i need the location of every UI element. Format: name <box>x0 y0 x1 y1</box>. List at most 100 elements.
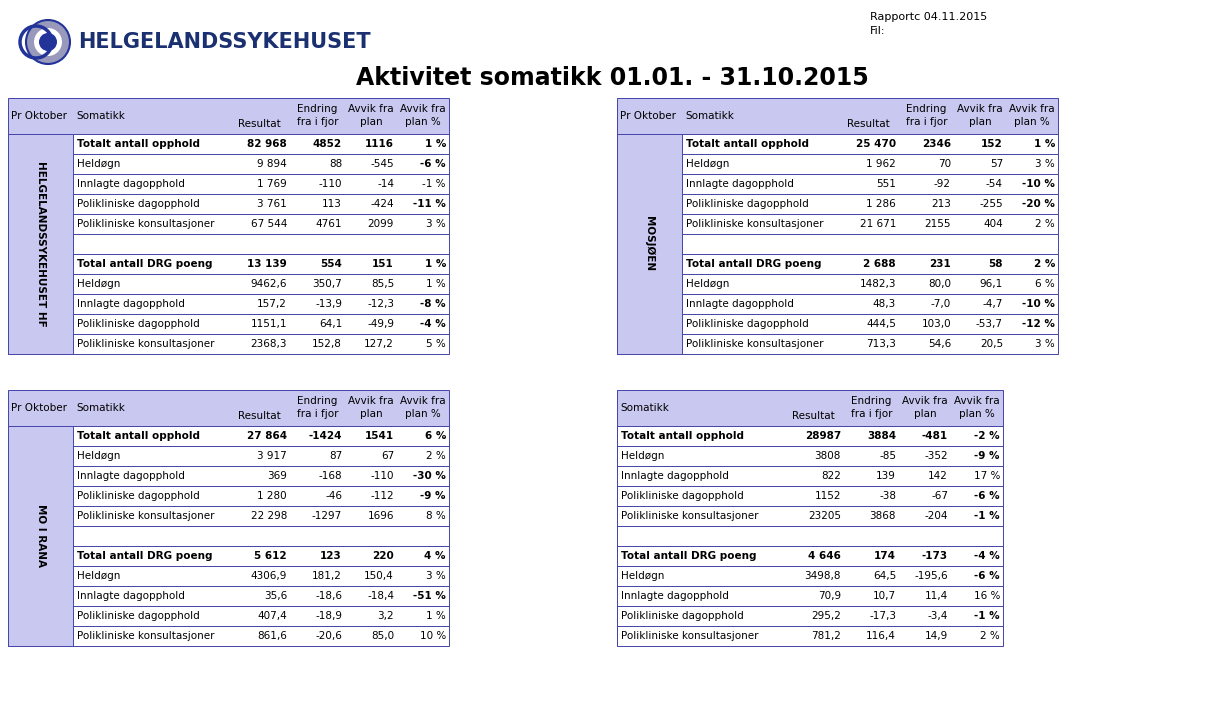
Text: Heldøgn: Heldøgn <box>621 571 665 581</box>
Text: -545: -545 <box>371 159 394 169</box>
Text: plan %: plan % <box>405 409 441 419</box>
Bar <box>617 566 1002 586</box>
Text: -20 %: -20 % <box>1022 199 1055 209</box>
Text: 554: 554 <box>321 259 341 269</box>
Text: -85: -85 <box>879 451 896 461</box>
Text: 103,0: 103,0 <box>922 319 951 329</box>
Text: 3498,8: 3498,8 <box>804 571 841 581</box>
Text: Somatikk: Somatikk <box>621 403 668 413</box>
Text: -424: -424 <box>371 199 394 209</box>
Bar <box>9 546 449 566</box>
Text: Polikliniske konsultasjoner: Polikliniske konsultasjoner <box>621 511 759 521</box>
Text: Innlagte dagopphold: Innlagte dagopphold <box>77 471 185 481</box>
Bar <box>617 234 1058 254</box>
Text: Avvik fra: Avvik fra <box>400 396 446 406</box>
Bar <box>9 214 449 234</box>
Text: 444,5: 444,5 <box>867 319 896 329</box>
Text: 2368,3: 2368,3 <box>251 339 286 349</box>
Text: -7,0: -7,0 <box>930 299 951 309</box>
Text: -1 %: -1 % <box>974 511 1000 521</box>
Text: 1 769: 1 769 <box>257 179 286 189</box>
Bar <box>9 606 449 626</box>
Text: Innlagte dagopphold: Innlagte dagopphold <box>685 179 794 189</box>
Text: 67 544: 67 544 <box>251 219 286 229</box>
Text: -54: -54 <box>987 179 1002 189</box>
Text: 3 %: 3 % <box>1036 159 1055 169</box>
Text: 3 %: 3 % <box>426 571 446 581</box>
Bar <box>617 174 1058 194</box>
Text: 369: 369 <box>267 471 286 481</box>
Text: 85,5: 85,5 <box>371 279 394 289</box>
Text: 8 %: 8 % <box>426 511 446 521</box>
Text: 21 671: 21 671 <box>859 219 896 229</box>
Bar <box>617 134 682 354</box>
Text: Polikliniske dagopphold: Polikliniske dagopphold <box>77 319 200 329</box>
Text: Heldøgn: Heldøgn <box>77 571 120 581</box>
Text: -9 %: -9 % <box>421 491 446 501</box>
Text: Fil:: Fil: <box>870 26 885 36</box>
Text: Totalt antall opphold: Totalt antall opphold <box>77 139 200 149</box>
Text: -12,3: -12,3 <box>367 299 394 309</box>
Text: MO I RANA: MO I RANA <box>35 505 45 568</box>
Bar <box>617 98 1058 134</box>
Text: Resultat: Resultat <box>237 119 280 129</box>
Text: Innlagte dagopphold: Innlagte dagopphold <box>621 471 728 481</box>
Text: plan: plan <box>913 409 936 419</box>
Text: 4 %: 4 % <box>425 551 446 561</box>
Text: -11 %: -11 % <box>414 199 446 209</box>
Text: Polikliniske konsultasjoner: Polikliniske konsultasjoner <box>77 511 214 521</box>
Text: -10 %: -10 % <box>1022 179 1055 189</box>
Text: plan %: plan % <box>1015 118 1050 128</box>
Bar <box>617 254 1058 274</box>
Text: Somatikk: Somatikk <box>685 111 734 121</box>
Text: Avvik fra: Avvik fra <box>957 104 1002 114</box>
Text: Endring: Endring <box>852 396 892 406</box>
Text: 88: 88 <box>329 159 341 169</box>
Text: 25 470: 25 470 <box>856 139 896 149</box>
Text: 295,2: 295,2 <box>812 611 841 621</box>
Text: 123: 123 <box>321 551 341 561</box>
Text: Avvik fra: Avvik fra <box>348 104 394 114</box>
Text: HELGELANDSSYKEHUSET HF: HELGELANDSSYKEHUSET HF <box>35 161 45 327</box>
Bar <box>9 294 449 314</box>
Bar <box>617 194 1058 214</box>
Text: 4761: 4761 <box>316 219 341 229</box>
Text: 822: 822 <box>821 471 841 481</box>
Bar <box>9 426 449 446</box>
Text: 27 864: 27 864 <box>247 431 286 441</box>
Bar <box>9 234 449 254</box>
Text: -10 %: -10 % <box>1022 299 1055 309</box>
Text: 127,2: 127,2 <box>364 339 394 349</box>
Bar <box>617 466 1002 486</box>
Text: 150,4: 150,4 <box>365 571 394 581</box>
Text: -13,9: -13,9 <box>315 299 341 309</box>
Text: 2 %: 2 % <box>1036 219 1055 229</box>
Text: plan %: plan % <box>405 118 441 128</box>
Text: 142: 142 <box>928 471 949 481</box>
Text: 2 %: 2 % <box>426 451 446 461</box>
Text: -6 %: -6 % <box>974 491 1000 501</box>
Text: 11,4: 11,4 <box>925 591 949 601</box>
Bar <box>617 274 1058 294</box>
Text: Heldøgn: Heldøgn <box>621 451 665 461</box>
Text: Pr Oktober: Pr Oktober <box>11 111 67 121</box>
Bar <box>617 426 1002 446</box>
Text: 1 %: 1 % <box>426 611 446 621</box>
Text: 407,4: 407,4 <box>257 611 286 621</box>
Text: -17,3: -17,3 <box>869 611 896 621</box>
Text: -173: -173 <box>922 551 949 561</box>
Text: 14,9: 14,9 <box>925 631 949 641</box>
Text: Totalt antall opphold: Totalt antall opphold <box>77 431 200 441</box>
Text: 3,2: 3,2 <box>377 611 394 621</box>
Text: 67: 67 <box>381 451 394 461</box>
Text: 10 %: 10 % <box>420 631 446 641</box>
Bar <box>617 606 1002 626</box>
Text: -204: -204 <box>924 511 949 521</box>
Text: -168: -168 <box>318 471 341 481</box>
Text: plan %: plan % <box>960 409 995 419</box>
Text: 9462,6: 9462,6 <box>251 279 286 289</box>
Bar <box>617 586 1002 606</box>
Text: Avvik fra: Avvik fra <box>400 104 446 114</box>
Bar <box>9 134 73 354</box>
Bar <box>9 426 73 646</box>
